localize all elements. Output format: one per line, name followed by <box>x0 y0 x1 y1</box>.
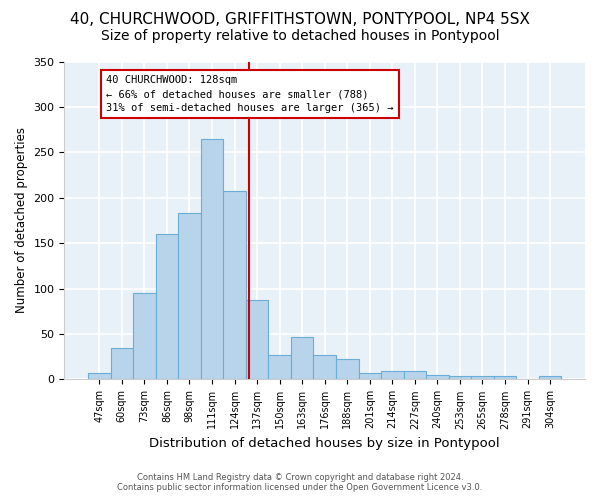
Bar <box>359 373 381 380</box>
Bar <box>313 355 336 380</box>
Bar <box>494 376 516 380</box>
Bar <box>223 192 246 380</box>
Bar <box>291 336 313 380</box>
Y-axis label: Number of detached properties: Number of detached properties <box>15 128 28 314</box>
Text: 40 CHURCHWOOD: 128sqm
← 66% of detached houses are smaller (788)
31% of semi-det: 40 CHURCHWOOD: 128sqm ← 66% of detached … <box>106 75 394 113</box>
Text: 40, CHURCHWOOD, GRIFFITHSTOWN, PONTYPOOL, NP4 5SX: 40, CHURCHWOOD, GRIFFITHSTOWN, PONTYPOOL… <box>70 12 530 28</box>
Bar <box>539 376 562 380</box>
Bar <box>246 300 268 380</box>
Bar <box>449 376 471 380</box>
Bar <box>268 355 291 380</box>
Bar <box>155 234 178 380</box>
Bar <box>178 213 201 380</box>
Bar <box>88 373 110 380</box>
Bar <box>426 375 449 380</box>
X-axis label: Distribution of detached houses by size in Pontypool: Distribution of detached houses by size … <box>149 437 500 450</box>
Bar <box>404 372 426 380</box>
Bar <box>471 376 494 380</box>
Text: Size of property relative to detached houses in Pontypool: Size of property relative to detached ho… <box>101 29 499 43</box>
Bar <box>133 293 155 380</box>
Bar <box>336 360 359 380</box>
Bar <box>201 138 223 380</box>
Bar <box>110 348 133 380</box>
Bar <box>381 372 404 380</box>
Text: Contains HM Land Registry data © Crown copyright and database right 2024.
Contai: Contains HM Land Registry data © Crown c… <box>118 473 482 492</box>
